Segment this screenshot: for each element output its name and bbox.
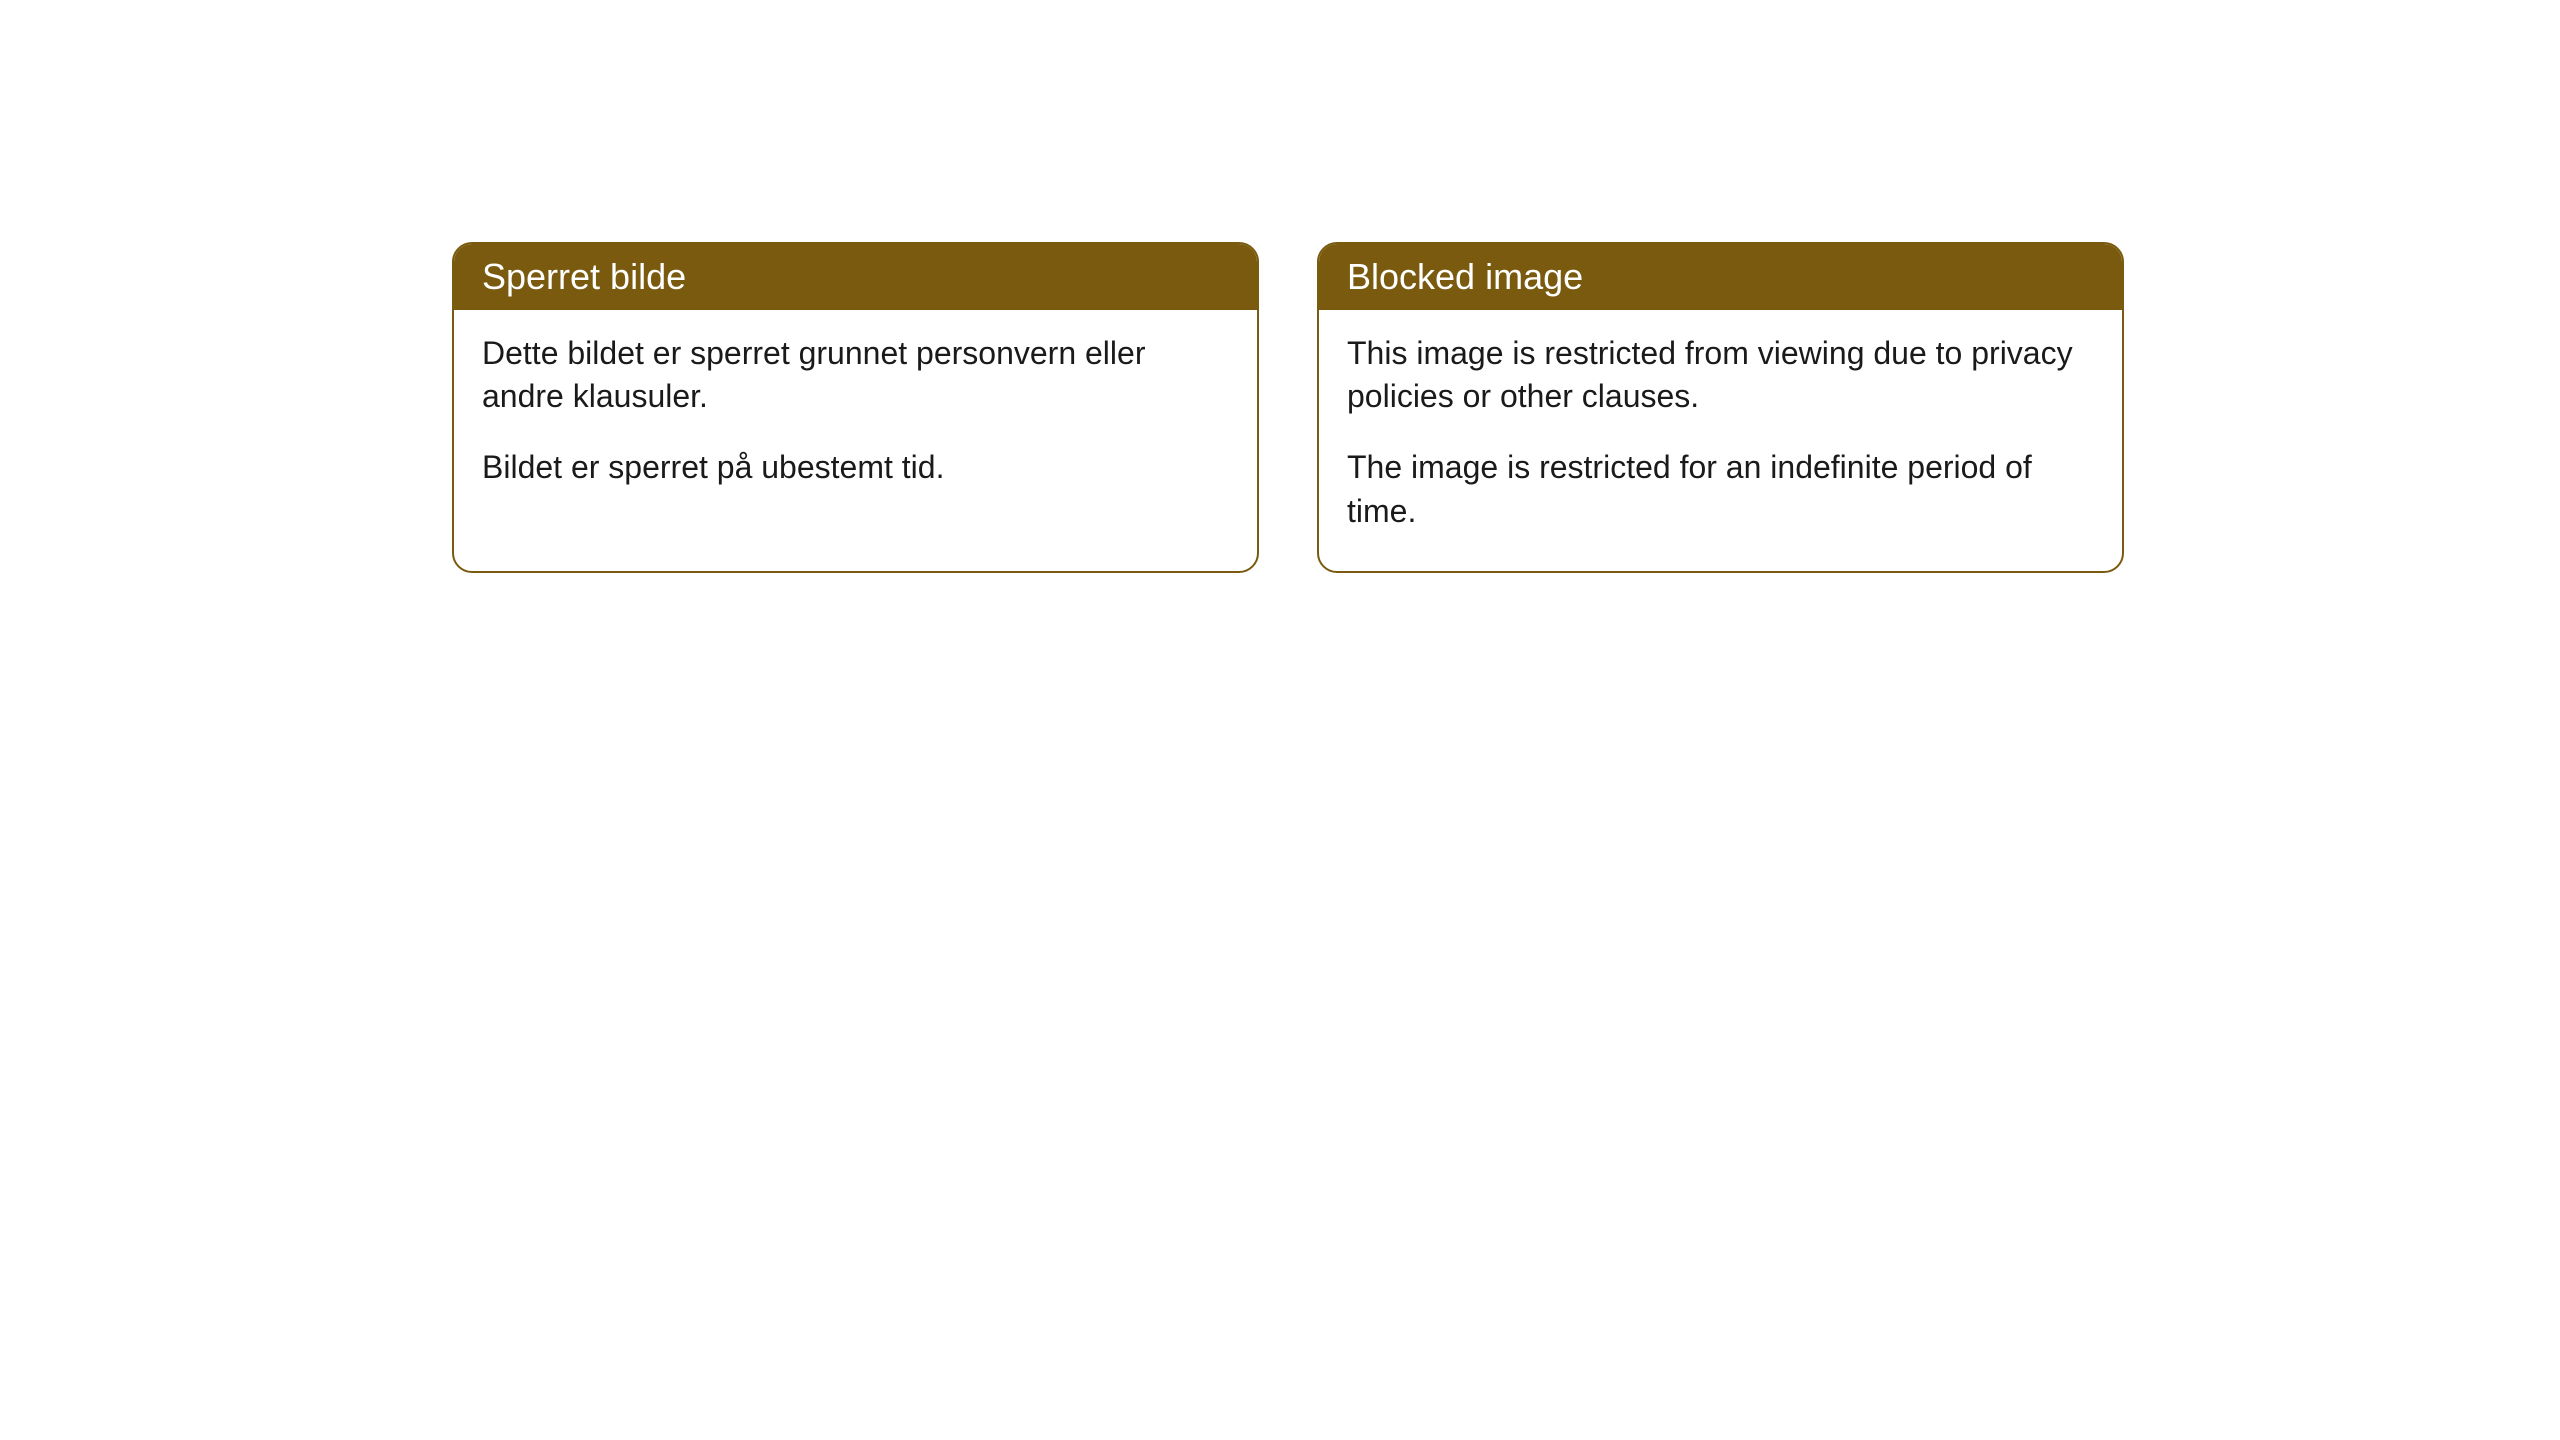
card-paragraph: This image is restricted from viewing du… bbox=[1347, 332, 2094, 418]
blocked-image-card-no: Sperret bilde Dette bildet er sperret gr… bbox=[452, 242, 1259, 573]
blocked-image-card-en: Blocked image This image is restricted f… bbox=[1317, 242, 2124, 573]
card-body: Dette bildet er sperret grunnet personve… bbox=[454, 310, 1257, 528]
card-body: This image is restricted from viewing du… bbox=[1319, 310, 2122, 571]
card-paragraph: The image is restricted for an indefinit… bbox=[1347, 446, 2094, 532]
card-paragraph: Bildet er sperret på ubestemt tid. bbox=[482, 446, 1229, 489]
card-title: Blocked image bbox=[1319, 244, 2122, 310]
card-title: Sperret bilde bbox=[454, 244, 1257, 310]
card-paragraph: Dette bildet er sperret grunnet personve… bbox=[482, 332, 1229, 418]
notice-container: Sperret bilde Dette bildet er sperret gr… bbox=[452, 242, 2124, 573]
